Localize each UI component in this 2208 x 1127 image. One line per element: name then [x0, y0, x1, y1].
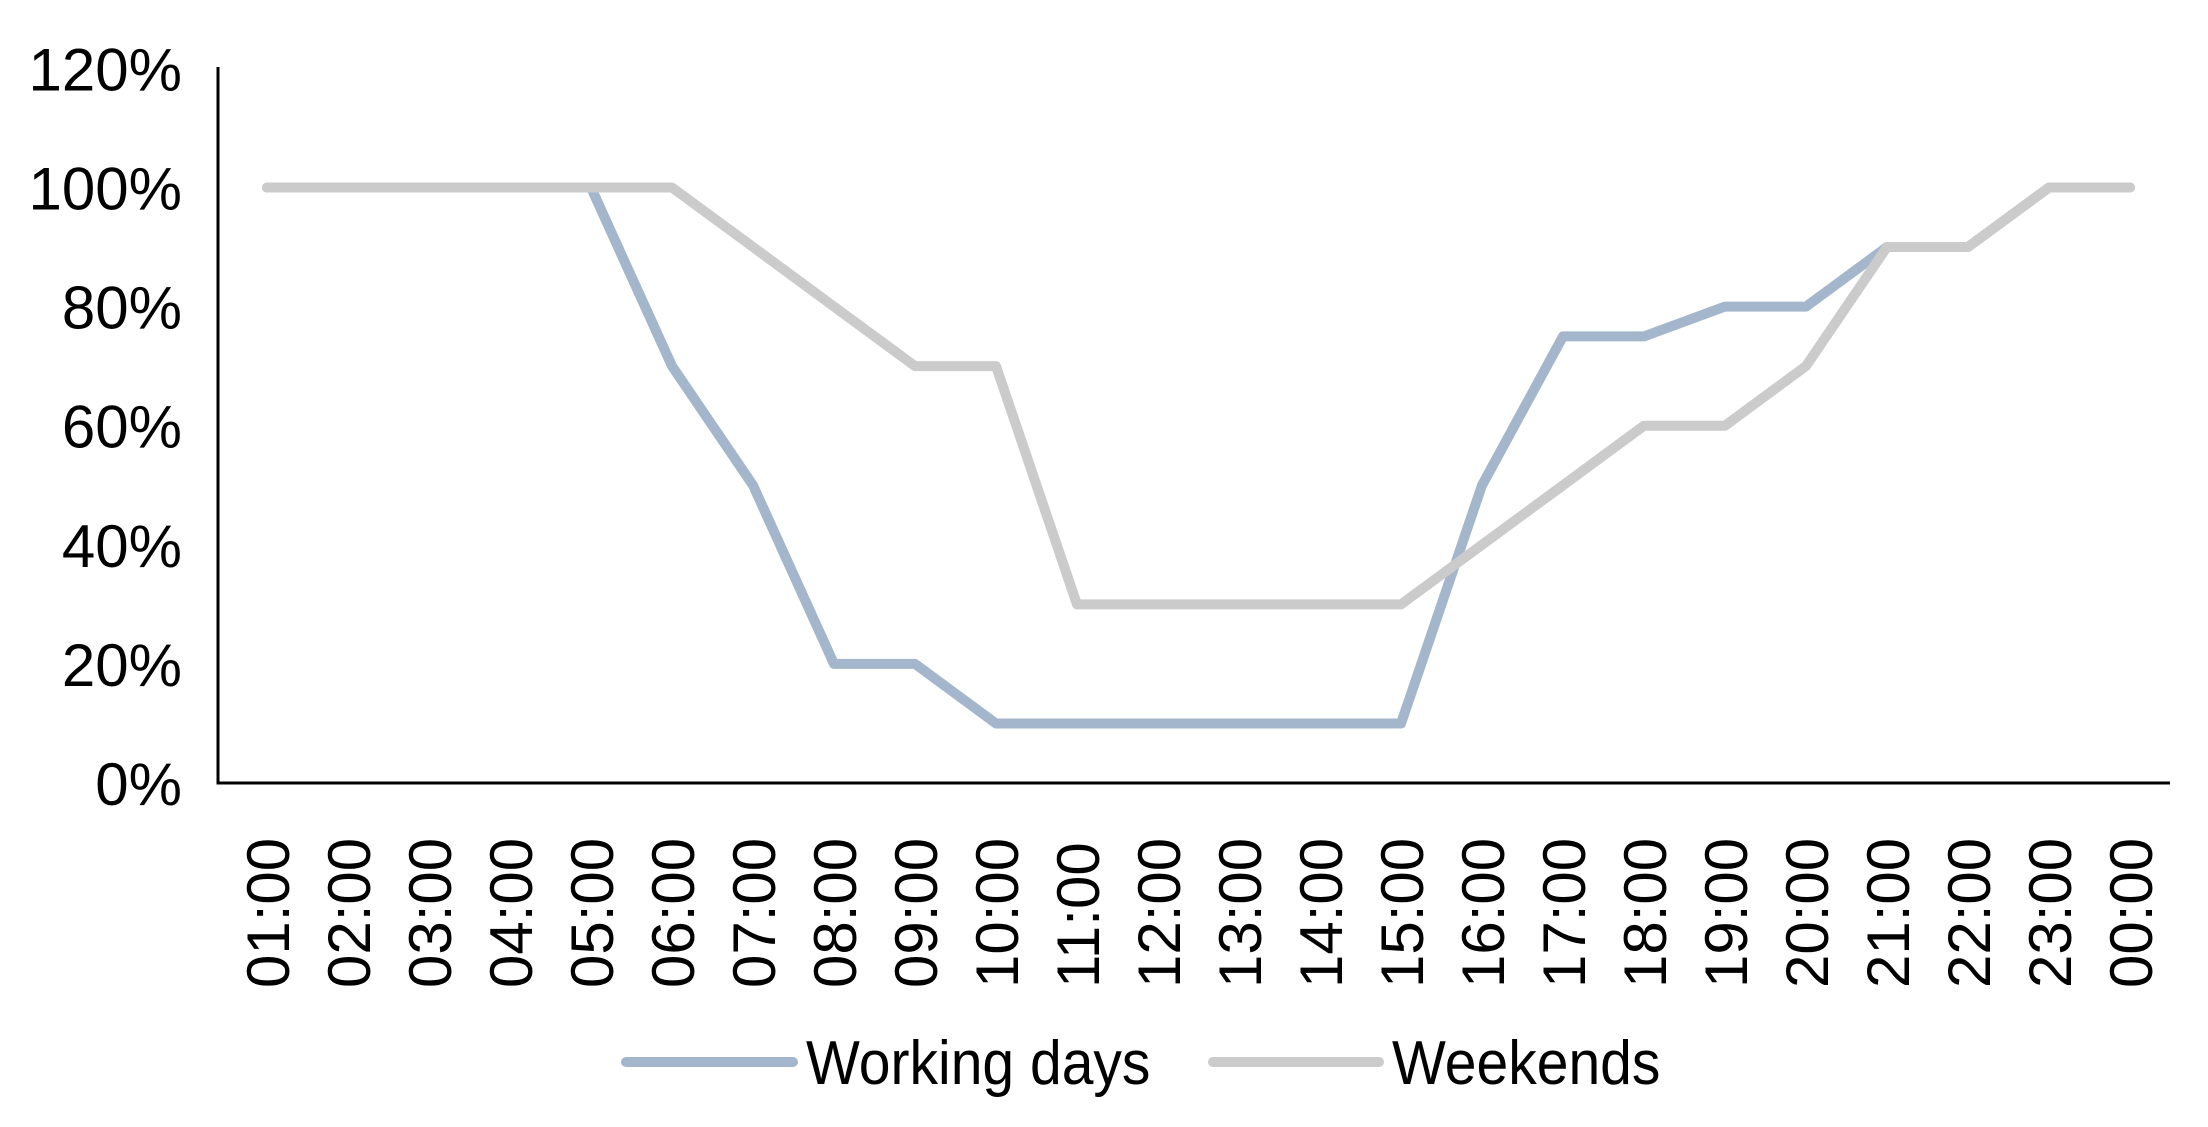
x-tick-label: 20:00: [1774, 838, 1841, 988]
x-tick-label: 17:00: [1531, 838, 1598, 988]
legend-label: Working days: [806, 1028, 1150, 1098]
x-tick-label: 03:00: [397, 838, 464, 988]
x-tick-label: 23:00: [2017, 838, 2084, 988]
x-tick-label: 21:00: [1855, 838, 1922, 988]
y-axis-tick-labels: 120% 100% 80% 60% 40% 20% 0%: [29, 36, 182, 818]
y-tick-label: 60%: [62, 394, 182, 461]
x-tick-label: 13:00: [1207, 838, 1274, 988]
legend-item-working-days: Working days: [621, 1028, 1150, 1098]
x-tick-label: 05:00: [559, 838, 626, 988]
x-tick-label: 02:00: [316, 838, 383, 988]
y-tick-label: 20%: [62, 632, 182, 699]
x-tick-label: 09:00: [883, 838, 950, 988]
chart-legend: Working days Weekends: [621, 1028, 1660, 1098]
legend-label: Weekends: [1392, 1028, 1660, 1098]
legend-item-weekends: Weekends: [1208, 1028, 1660, 1098]
series-lines: [262, 182, 2135, 729]
x-tick-label: 11:00: [1045, 842, 1112, 988]
y-tick-label: 80%: [62, 275, 182, 342]
x-tick-label: 04:00: [478, 838, 545, 988]
x-tick-label: 15:00: [1369, 838, 1436, 988]
y-tick-label: 100%: [29, 156, 182, 223]
x-tick-label: 18:00: [1612, 838, 1679, 988]
y-tick-label: 40%: [62, 513, 182, 580]
x-tick-label: 08:00: [802, 838, 869, 988]
x-tick-label: 19:00: [1693, 838, 1760, 988]
x-tick-label: 01:00: [235, 838, 302, 988]
x-tick-label: 14:00: [1288, 838, 1355, 988]
series-line-working-days: [262, 182, 2135, 729]
x-tick-label: 00:00: [2098, 838, 2165, 988]
x-tick-label: 22:00: [1936, 838, 2003, 988]
x-tick-label: 07:00: [721, 838, 788, 988]
x-axis-tick-labels: 01:00 02:00 03:00 04:00 05:00 06:00 07:00 08:00…: [235, 838, 2165, 988]
series-line-weekends: [262, 182, 2135, 610]
x-tick-label: 10:00: [964, 838, 1031, 988]
y-tick-label: 120%: [29, 36, 182, 103]
y-tick-label: 0%: [95, 751, 182, 818]
x-tick-label: 16:00: [1450, 838, 1517, 988]
x-tick-label: 12:00: [1126, 838, 1193, 988]
x-tick-label: 06:00: [640, 838, 707, 988]
